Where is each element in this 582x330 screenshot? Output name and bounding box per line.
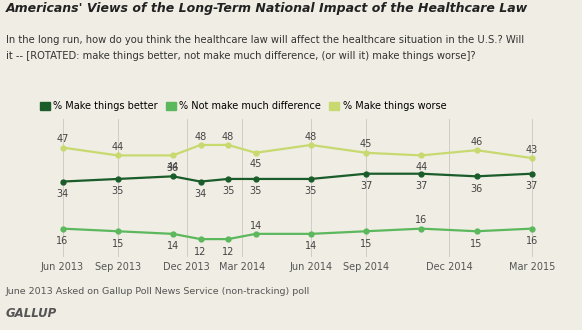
Text: 12: 12 <box>222 247 235 257</box>
Text: 48: 48 <box>222 132 234 142</box>
Text: In the long run, how do you think the healthcare law will affect the healthcare : In the long run, how do you think the he… <box>6 35 524 45</box>
Text: 15: 15 <box>112 239 124 249</box>
Text: 46: 46 <box>470 137 482 147</box>
Text: 14: 14 <box>305 241 317 251</box>
Text: 14: 14 <box>167 241 179 251</box>
Text: 45: 45 <box>360 140 372 149</box>
Text: 15: 15 <box>470 239 482 249</box>
Text: 12: 12 <box>194 247 207 257</box>
Text: 16: 16 <box>415 215 427 225</box>
Text: Americans' Views of the Long-Term National Impact of the Healthcare Law: Americans' Views of the Long-Term Nation… <box>6 2 528 15</box>
Text: 44: 44 <box>112 142 124 152</box>
Text: GALLUP: GALLUP <box>6 307 57 320</box>
Text: 34: 34 <box>194 189 207 199</box>
Text: 44: 44 <box>415 161 427 172</box>
Text: 37: 37 <box>526 181 538 191</box>
Text: June 2013 Asked on Gallup Poll News Service (non-tracking) poll: June 2013 Asked on Gallup Poll News Serv… <box>6 287 310 296</box>
Text: 35: 35 <box>305 186 317 196</box>
Legend: % Make things better, % Not make much difference, % Make things worse: % Make things better, % Not make much di… <box>40 101 446 111</box>
Text: 47: 47 <box>56 134 69 144</box>
Text: 16: 16 <box>526 236 538 246</box>
Text: it -- [ROTATED: make things better, not make much difference, (or will it) make : it -- [ROTATED: make things better, not … <box>6 51 475 61</box>
Text: 43: 43 <box>526 145 538 155</box>
Text: 36: 36 <box>470 184 482 194</box>
Text: 35: 35 <box>112 186 124 196</box>
Text: 45: 45 <box>250 159 262 169</box>
Text: 48: 48 <box>305 132 317 142</box>
Text: 37: 37 <box>360 181 372 191</box>
Text: 34: 34 <box>56 189 69 199</box>
Text: 16: 16 <box>56 236 69 246</box>
Text: 44: 44 <box>167 161 179 172</box>
Text: 14: 14 <box>250 220 262 231</box>
Text: 35: 35 <box>222 186 235 196</box>
Text: 37: 37 <box>415 181 428 191</box>
Text: 36: 36 <box>167 163 179 173</box>
Text: 48: 48 <box>194 132 207 142</box>
Text: 15: 15 <box>360 239 372 249</box>
Text: 35: 35 <box>250 186 262 196</box>
